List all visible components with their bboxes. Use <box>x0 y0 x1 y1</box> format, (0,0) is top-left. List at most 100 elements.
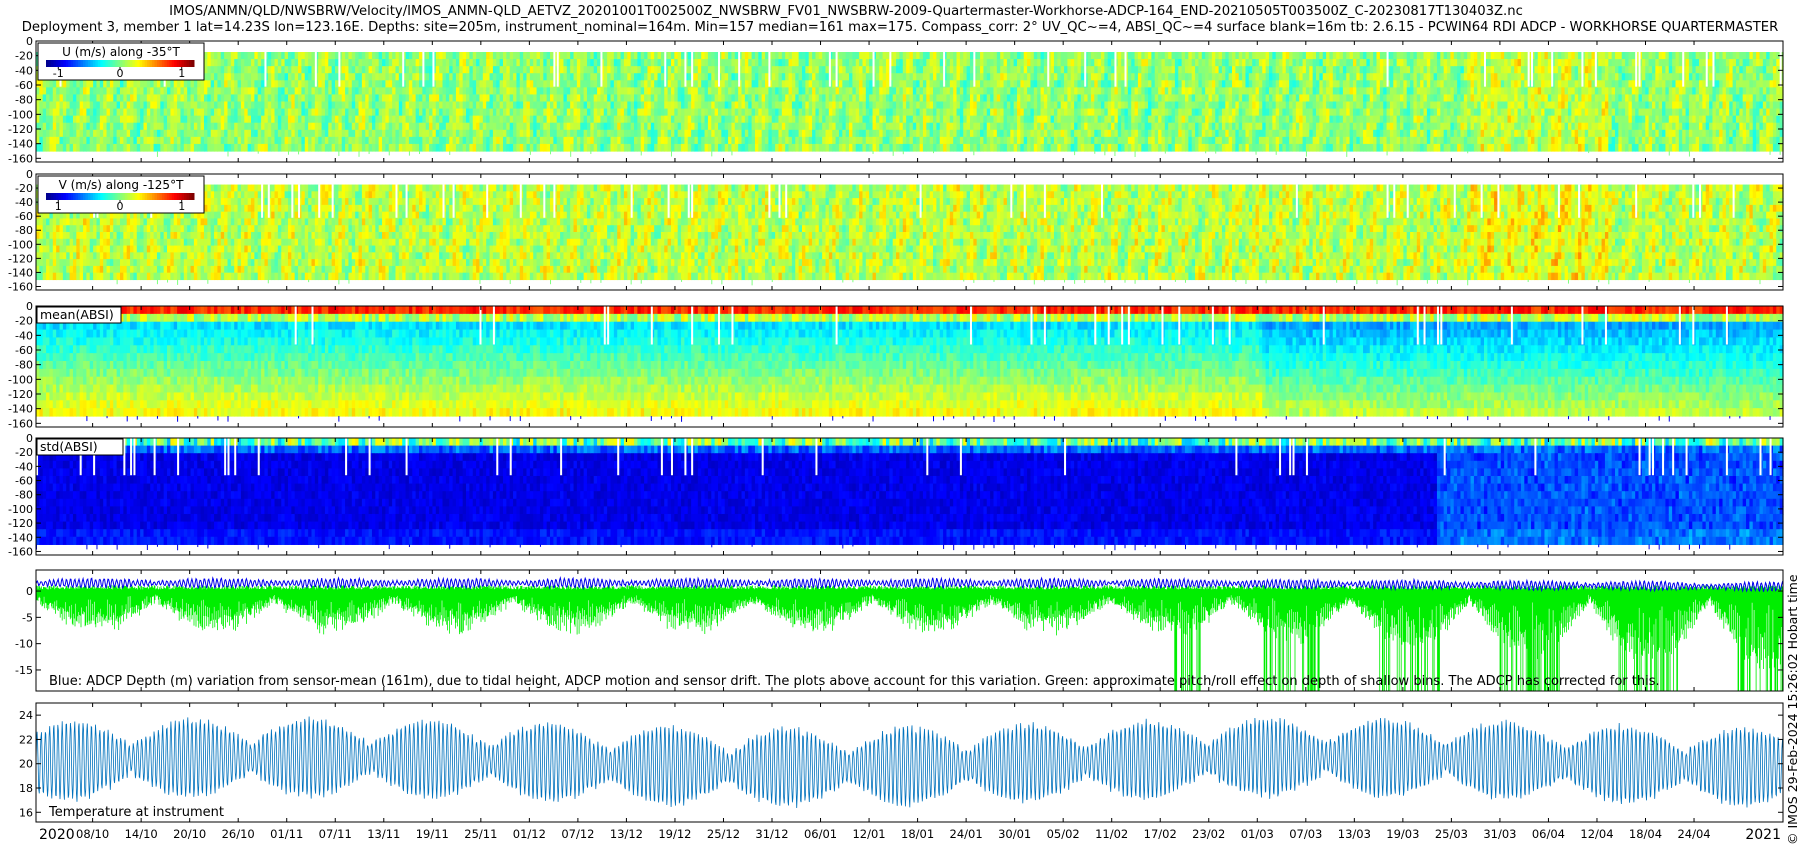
x-tick-label: 06/04 <box>1532 827 1565 841</box>
x-tick-label: 19/03 <box>1386 827 1419 841</box>
x-tick-label: 24/01 <box>950 827 983 841</box>
y-tick-label: 0 <box>26 300 33 313</box>
panel-label-text: std(ABSI) <box>40 439 98 454</box>
x-tick-label: 13/12 <box>610 827 643 841</box>
y-tick-label: -100 <box>8 108 33 121</box>
y-tick-label: -160 <box>8 545 33 558</box>
y-tick-label: -80 <box>15 489 33 502</box>
heatmap-v_velocity <box>36 185 1784 286</box>
legend-title: V (m/s) along -125°T <box>59 178 184 192</box>
colorbar-tick-label: 0 <box>117 67 124 80</box>
x-tick-label: 19/11 <box>416 827 449 841</box>
y-tick-label: -60 <box>15 344 33 357</box>
y-tick-label: -100 <box>8 373 33 386</box>
x-tick-label: 05/02 <box>1047 827 1080 841</box>
x-tick-label: 31/03 <box>1483 827 1516 841</box>
y-tick-label: 0 <box>26 585 33 598</box>
y-tick-label: -80 <box>15 94 33 107</box>
x-tick-label: 19/12 <box>658 827 691 841</box>
panel-label-text: mean(ABSI) <box>40 307 114 322</box>
y-tick-label: -80 <box>15 359 33 372</box>
x-tick-label: 31/12 <box>755 827 788 841</box>
x-tick-label: 11/02 <box>1095 827 1128 841</box>
x-tick-label: 25/03 <box>1435 827 1468 841</box>
y-tick-label: -40 <box>15 329 33 342</box>
colorbar-legend: U (m/s) along -35°T -1 0 1 <box>38 43 204 80</box>
x-tick-label: 18/04 <box>1629 827 1662 841</box>
x-tick-label: 25/12 <box>707 827 740 841</box>
y-tick-label: -20 <box>15 182 33 195</box>
x-tick-label: 01/12 <box>513 827 546 841</box>
x-tick-label: 07/12 <box>561 827 594 841</box>
panel-label: std(ABSI) <box>37 439 123 455</box>
y-tick-label: -5 <box>22 611 33 624</box>
line-temperature <box>36 717 1783 809</box>
y-tick-label: -160 <box>8 417 33 430</box>
y-tick-label: -20 <box>15 50 33 63</box>
heatmap-u_velocity <box>36 52 1784 157</box>
colorbar-tick-label: 1 <box>55 200 62 213</box>
legend-title: U (m/s) along -35°T <box>62 45 180 59</box>
y-tick-label: 0 <box>26 432 33 445</box>
x-tick-label: 14/10 <box>125 827 158 841</box>
x-tick-label: 25/11 <box>464 827 497 841</box>
colorbar-tick-label: 0 <box>117 200 124 213</box>
y-tick-label: -40 <box>15 64 33 77</box>
heatmap-std_absi <box>36 438 1784 550</box>
y-tick-label: -140 <box>8 403 33 416</box>
x-tick-label: 17/02 <box>1144 827 1177 841</box>
heatmap-mean_absi <box>36 306 1784 422</box>
x-tick-label: 13/11 <box>367 827 400 841</box>
x-year-end-label: 2021 <box>1745 827 1781 843</box>
y-tick-label: -60 <box>15 475 33 488</box>
y-tick-label: -140 <box>8 531 33 544</box>
y-tick-label: 24 <box>19 709 33 722</box>
y-tick-label: -40 <box>15 460 33 473</box>
x-tick-label: 01/03 <box>1241 827 1274 841</box>
y-tick-label: 18 <box>19 782 33 795</box>
x-year-start-label: 2020 <box>39 827 75 843</box>
y-tick-label: -80 <box>15 224 33 237</box>
series-temperature <box>36 717 1783 809</box>
y-tick-label: -60 <box>15 79 33 92</box>
y-tick-label: 16 <box>19 806 33 819</box>
colorbar-legend: V (m/s) along -125°T 1 0 1 <box>38 176 204 213</box>
x-tick-label: 01/11 <box>270 827 303 841</box>
x-tick-label: 08/10 <box>76 827 109 841</box>
x-tick-label: 23/02 <box>1192 827 1225 841</box>
y-tick-label: 20 <box>19 758 33 771</box>
y-tick-label: -120 <box>8 517 33 530</box>
colorbar-tick-label: 1 <box>178 67 185 80</box>
y-tick-label: -10 <box>15 638 33 651</box>
y-tick-label: -160 <box>8 152 33 165</box>
y-tick-label: -120 <box>8 388 33 401</box>
depth-annotation: Blue: ADCP Depth (m) variation from sens… <box>49 674 1660 689</box>
x-tick-label: 07/11 <box>319 827 352 841</box>
y-tick-label: -100 <box>8 503 33 516</box>
y-tick-label: -120 <box>8 252 33 265</box>
x-tick-label: 12/04 <box>1580 827 1613 841</box>
y-tick-label: -140 <box>8 266 33 279</box>
x-tick-label: 26/10 <box>222 827 255 841</box>
y-tick-label: -20 <box>15 315 33 328</box>
x-tick-label: 07/03 <box>1289 827 1322 841</box>
colorbar-tick-label: 1 <box>178 200 185 213</box>
x-tick-label: 18/01 <box>901 827 934 841</box>
time-axis: 08/10 14/10 20/10 26/10 01/11 07/11 13/11 19/11… <box>39 827 1781 843</box>
x-tick-label: 06/01 <box>804 827 837 841</box>
x-tick-label: 20/10 <box>173 827 206 841</box>
y-tick-label: -60 <box>15 210 33 223</box>
y-tick-label: -160 <box>8 280 33 293</box>
y-tick-label: 22 <box>19 733 33 746</box>
x-tick-label: 13/03 <box>1338 827 1371 841</box>
y-tick-label: -100 <box>8 238 33 251</box>
x-tick-label: 30/01 <box>998 827 1031 841</box>
y-tick-label: 0 <box>26 35 33 48</box>
colorbar-tick-label: -1 <box>53 67 64 80</box>
y-tick-label: 0 <box>26 168 33 181</box>
copyright-note: © IMOS 29-Feb-2024 15:26:02 Hobart time <box>1785 574 1800 845</box>
x-tick-label: 24/04 <box>1677 827 1710 841</box>
y-tick-label: -20 <box>15 446 33 459</box>
y-tick-label: -140 <box>8 138 33 151</box>
